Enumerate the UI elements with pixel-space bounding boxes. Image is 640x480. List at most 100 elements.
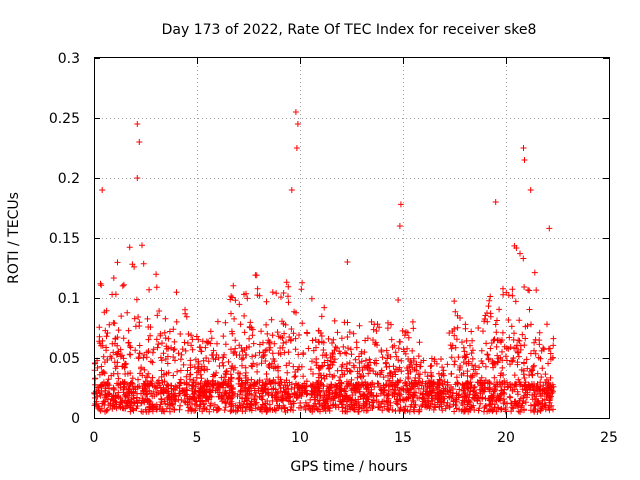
data-point [318, 333, 325, 339]
data-point [538, 374, 545, 381]
data-point [458, 400, 465, 406]
grid-lines [94, 58, 609, 418]
data-point [111, 397, 118, 404]
data-point [346, 359, 353, 366]
y-tick-label: 0.3 [58, 51, 80, 67]
data-point [133, 296, 140, 303]
y-tick-labels: 0 0.05 0.1 0.15 0.2 0.25 0.3 [49, 51, 80, 427]
data-point [266, 339, 273, 346]
data-point [495, 355, 502, 362]
data-point [230, 282, 237, 289]
data-point [248, 362, 255, 369]
data-point [258, 328, 265, 335]
data-point [505, 383, 512, 390]
data-point [397, 397, 404, 404]
data-point [377, 371, 384, 378]
data-point [272, 380, 279, 387]
data-point [170, 326, 177, 333]
data-point [130, 386, 137, 393]
data-point [308, 295, 315, 302]
data-point [249, 332, 256, 339]
data-point [278, 397, 285, 404]
data-point [407, 368, 414, 375]
data-point [542, 371, 549, 378]
data-point [325, 335, 332, 342]
data-point [251, 396, 258, 403]
data-point [354, 374, 361, 381]
data-point [162, 335, 169, 342]
data-point [389, 379, 396, 386]
data-point [177, 402, 184, 409]
data-point [409, 318, 416, 325]
data-point [527, 187, 534, 193]
data-point [419, 398, 426, 405]
data-point [329, 340, 335, 346]
data-point [510, 405, 517, 412]
data-point [281, 330, 288, 337]
data-point [538, 347, 545, 354]
data-point [308, 391, 315, 398]
data-point [317, 393, 323, 399]
data-point [526, 287, 533, 294]
data-point [98, 405, 105, 412]
data-point [349, 405, 356, 412]
data-point [130, 392, 136, 399]
data-point [496, 306, 503, 313]
data-point [298, 405, 304, 411]
data-point [285, 299, 292, 306]
data-point [521, 157, 528, 163]
data-point [309, 358, 315, 365]
data-point [139, 242, 145, 249]
data-point [146, 286, 153, 293]
data-point [500, 291, 507, 298]
data-point [280, 340, 287, 346]
data-point [406, 363, 413, 370]
data-point [451, 361, 458, 368]
data-point [462, 325, 469, 332]
data-point [469, 362, 475, 369]
data-point [158, 399, 165, 405]
data-point [506, 393, 513, 400]
data-point [415, 371, 422, 378]
data-point [166, 328, 173, 335]
data-point [342, 349, 348, 356]
data-point [268, 386, 275, 392]
data-point [394, 391, 401, 398]
data-point [377, 390, 384, 397]
data-point [248, 376, 255, 383]
x-tick-label: 10 [291, 430, 309, 446]
data-point [250, 340, 257, 347]
data-point [462, 407, 469, 413]
data-point [352, 406, 358, 413]
data-point [511, 345, 518, 352]
data-point [96, 384, 102, 391]
data-point [391, 390, 398, 397]
data-point [285, 293, 291, 300]
data-point [386, 377, 393, 384]
data-point [330, 395, 337, 402]
data-point [466, 391, 473, 398]
data-point [314, 385, 321, 392]
data-point [492, 383, 499, 390]
data-point [439, 381, 446, 388]
data-point [139, 395, 146, 402]
data-point [154, 312, 161, 319]
data-point [309, 337, 316, 344]
data-point [283, 377, 290, 384]
data-point [537, 401, 544, 408]
data-point [235, 376, 242, 382]
data-point [507, 344, 514, 351]
data-point [269, 360, 275, 367]
data-point [511, 330, 517, 337]
data-point [115, 348, 122, 355]
data-point [471, 395, 478, 402]
data-point [505, 317, 512, 323]
data-point [373, 357, 379, 364]
data-point [364, 393, 371, 400]
data-point [97, 280, 104, 287]
data-point [226, 392, 233, 399]
data-point [482, 377, 489, 384]
data-point [128, 379, 135, 386]
data-point [344, 334, 351, 340]
data-point [100, 353, 107, 360]
